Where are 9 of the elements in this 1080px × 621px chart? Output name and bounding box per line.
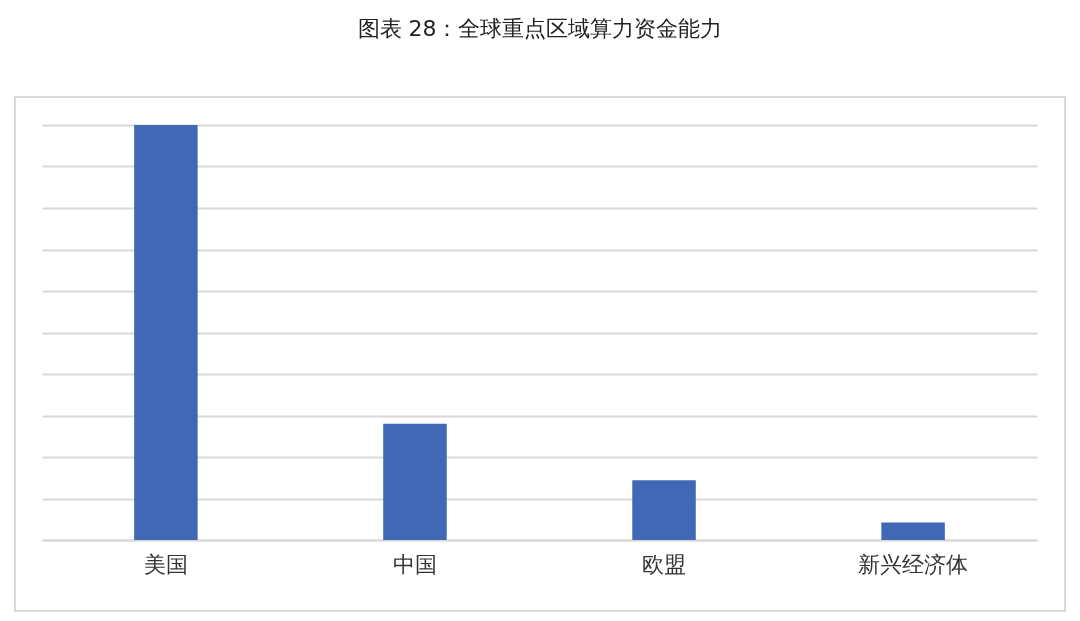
bar bbox=[632, 480, 696, 540]
bar bbox=[383, 423, 447, 540]
x-tick-label: 新兴经济体 bbox=[858, 551, 969, 577]
x-tick-label: 美国 bbox=[143, 551, 188, 577]
x-tick-label: 欧盟 bbox=[642, 551, 687, 577]
bar bbox=[881, 522, 945, 540]
chart-title: 图表 28：全球重点区域算力资金能力 bbox=[356, 15, 724, 43]
bar bbox=[134, 125, 198, 540]
x-tick-label: 中国 bbox=[392, 551, 437, 577]
